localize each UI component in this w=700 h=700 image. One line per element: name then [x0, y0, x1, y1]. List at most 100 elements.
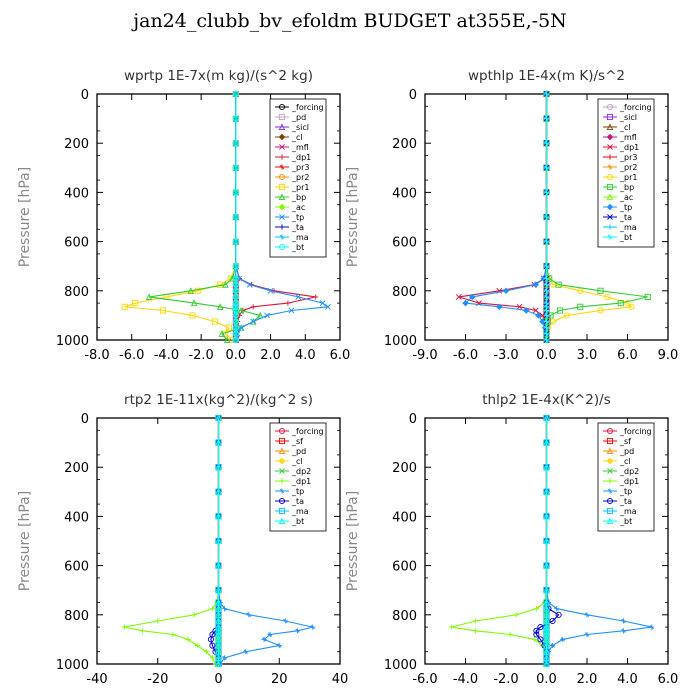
data-point [543, 325, 550, 331]
legend-label: _forcing [619, 103, 652, 112]
data-point [232, 330, 239, 337]
data-point [232, 281, 239, 288]
data-point [649, 624, 655, 630]
legend-marker [279, 144, 285, 150]
y-tick-label: 800 [64, 609, 89, 624]
data-point [543, 239, 550, 245]
data-point [537, 624, 544, 631]
legend-label: _pr1 [291, 183, 309, 192]
legend-marker [606, 183, 614, 191]
legend-label: _mfl [291, 143, 309, 152]
legend-marker [279, 224, 285, 230]
x-tick-label: -6.0 [453, 348, 478, 363]
data-point [232, 287, 239, 294]
data-point [543, 312, 550, 318]
data-point [215, 463, 222, 471]
legend-marker [606, 113, 614, 121]
legend-label: _bt [291, 517, 304, 526]
legend-marker [606, 203, 614, 211]
data-point [507, 631, 513, 638]
data-point [203, 649, 209, 655]
data-point [194, 287, 201, 294]
series-bp [145, 90, 264, 344]
data-point [462, 299, 469, 307]
y-tick-label: 600 [392, 560, 417, 575]
legend-label: _tp [619, 203, 632, 212]
data-point [285, 300, 291, 306]
data-point [539, 318, 546, 325]
legend-box [597, 98, 655, 248]
legend-marker [607, 214, 613, 220]
x-tick-label: 6.0 [617, 348, 638, 363]
y-tick-label: 600 [392, 236, 417, 251]
series-dp1 [455, 91, 550, 343]
data-point [543, 586, 550, 594]
legend-marker [279, 164, 285, 170]
legend-marker [278, 193, 286, 201]
legend-label: _pd [291, 447, 306, 456]
data-point [267, 287, 274, 294]
series-bt [543, 91, 550, 343]
x-tick-label: 0.0 [226, 348, 247, 363]
x-tick-label: -4.0 [154, 348, 179, 363]
data-point [215, 561, 222, 569]
x-tick-label: -2.0 [188, 348, 213, 363]
legend-label: _ma [619, 223, 637, 232]
data-point [232, 140, 239, 147]
y-tick-label: 800 [64, 285, 89, 300]
x-tick-label: -6.0 [119, 348, 144, 363]
data-point [543, 463, 550, 471]
series-bt [232, 90, 239, 344]
data-point [543, 512, 550, 520]
data-point [455, 294, 462, 300]
data-point [624, 300, 631, 307]
legend-label: _ma [291, 233, 309, 242]
data-point [232, 238, 239, 245]
legend-label: _dp1 [619, 477, 639, 486]
data-point [563, 312, 570, 319]
data-point [543, 627, 550, 634]
legend-marker [606, 427, 614, 435]
legend-label: _dp1 [619, 143, 639, 152]
data-point [554, 606, 560, 612]
legend-label: _ma [291, 507, 309, 516]
data-point [535, 312, 542, 319]
y-tick-label: 600 [64, 560, 89, 575]
chart-panel-2: wpthlp 1E-4x(m K)/s^2 Pressure [hPa] 0 200 4… [345, 68, 678, 363]
data-point [190, 299, 198, 307]
x-tick-label: -6.0 [412, 672, 437, 687]
data-point [207, 636, 214, 643]
legend-marker [607, 154, 613, 160]
legend-marker [278, 173, 286, 181]
data-point [313, 294, 319, 300]
data-point [187, 287, 195, 294]
data-point [232, 324, 239, 331]
data-point [543, 623, 550, 631]
legend-marker [606, 103, 614, 111]
data-point [543, 165, 550, 171]
legend-label: _ta [619, 497, 632, 506]
data-point [288, 307, 295, 314]
y-tick-label: 0 [409, 88, 417, 103]
data-point [189, 312, 196, 319]
data-point [218, 330, 226, 337]
panel-title: wpthlp 1E-4x(m K)/s^2 [468, 68, 625, 84]
data-point [543, 331, 550, 337]
data-point [232, 303, 239, 310]
y-tick-label: 200 [64, 137, 89, 152]
legend-marker [278, 457, 286, 465]
y-axis-label: Pressure [hPa] [17, 491, 33, 591]
data-point [232, 336, 239, 344]
legend-label: _sicl [619, 113, 637, 122]
legend-marker [278, 517, 286, 525]
data-point [597, 287, 604, 294]
legend-label: _sf [291, 437, 303, 446]
legend-marker [278, 507, 286, 515]
x-tick-label: 2.0 [577, 672, 598, 687]
series-line [458, 94, 548, 340]
data-point [215, 623, 222, 631]
y-tick-label: 200 [392, 461, 417, 476]
x-tick-label: -3.0 [493, 348, 518, 363]
data-point [533, 606, 539, 612]
data-point [543, 282, 550, 288]
